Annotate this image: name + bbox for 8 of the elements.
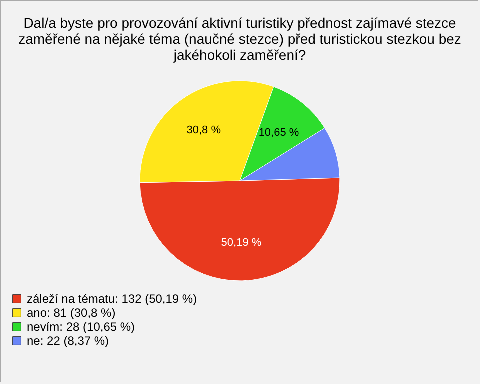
- legend-label: ne: 22 (8,37 %): [27, 334, 110, 348]
- data-label: 50,19 %: [221, 236, 262, 249]
- data-label: 10,65 %: [258, 126, 300, 139]
- chart-title: Dal/a byste pro provozování aktivní turistiky přednost zajímavé stezce zaměřené na nějaké téma (naučné stezce) před turistickou stezkou bez jakéhokoli zaměření?: [18, 15, 462, 63]
- legend-label: nevím: 28 (10,65 %): [27, 320, 136, 334]
- legend-label: ano: 81 (30,8 %): [27, 306, 116, 320]
- data-label: 30,8 %: [186, 124, 222, 137]
- legend-label: záleží na tématu: 132 (50,19 %): [27, 292, 198, 306]
